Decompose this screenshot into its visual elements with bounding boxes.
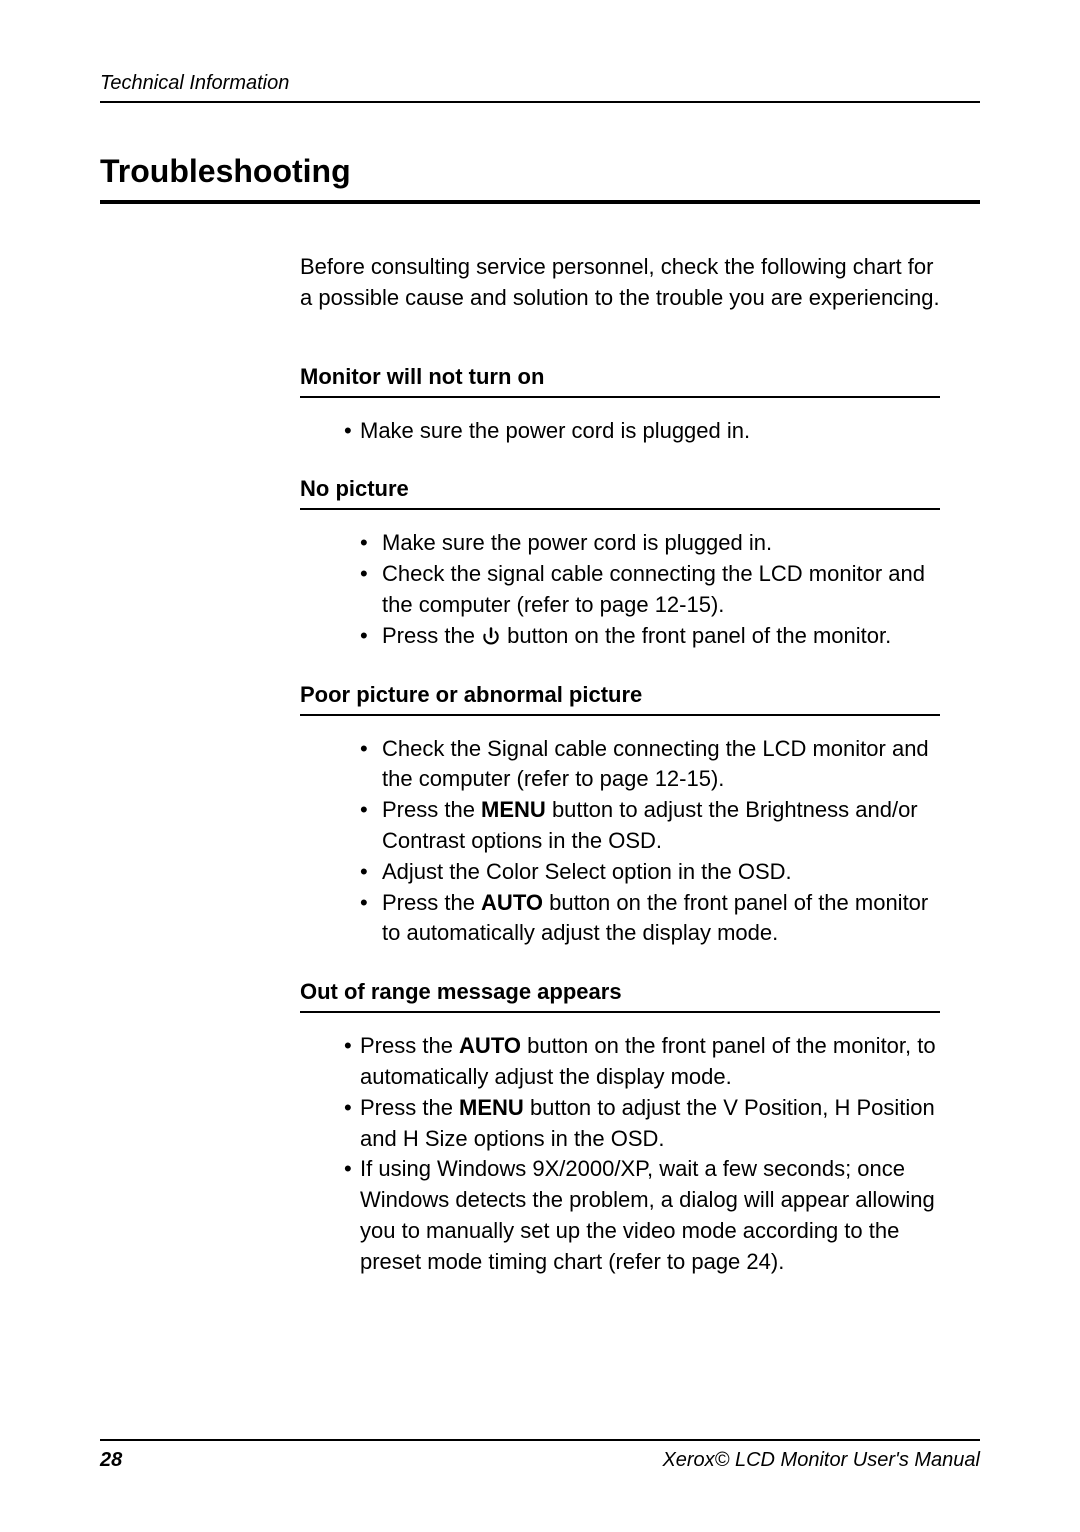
list-item: Adjust the Color Select option in the OS… (360, 857, 940, 888)
header-section-label: Technical Information (100, 72, 980, 103)
section-title-out-of-range: Out of range message appears (300, 979, 940, 1013)
list-item: Press the button on the front panel of t… (360, 621, 940, 652)
text-fragment: Press the (382, 797, 481, 822)
list-item: Press the AUTO button on the front panel… (360, 888, 940, 950)
list-item: Press the MENU button to adjust the V Po… (344, 1093, 940, 1155)
list-item: Check the Signal cable connecting the LC… (360, 734, 940, 796)
bullet-list-monitor-off: Make sure the power cord is plugged in. (344, 416, 940, 447)
bold-menu: MENU (459, 1095, 524, 1120)
list-item: Check the signal cable connecting the LC… (360, 559, 940, 621)
section-title-no-picture: No picture (300, 476, 940, 510)
page-title: Troubleshooting (100, 153, 980, 190)
section-title-poor-picture: Poor picture or abnormal picture (300, 682, 940, 716)
text-fragment: button on the front panel of the monitor… (501, 623, 891, 648)
text-fragment: Press the (382, 890, 481, 915)
page-footer: 28 Xerox© LCD Monitor User's Manual (100, 1439, 980, 1472)
text-fragment: Press the (360, 1033, 459, 1058)
list-item: Press the AUTO button on the front panel… (344, 1031, 940, 1093)
section-title-monitor-off: Monitor will not turn on (300, 364, 940, 398)
list-item: If using Windows 9X/2000/XP, wait a few … (344, 1154, 940, 1277)
bold-auto: AUTO (481, 890, 543, 915)
bullet-list-no-picture: Make sure the power cord is plugged in. … (360, 528, 940, 651)
list-item: Press the MENU button to adjust the Brig… (360, 795, 940, 857)
intro-paragraph: Before consulting service personnel, che… (300, 252, 940, 314)
bullet-list-out-of-range: Press the AUTO button on the front panel… (344, 1031, 940, 1277)
heading-rule (100, 200, 980, 204)
bold-auto: AUTO (459, 1033, 521, 1058)
power-icon (481, 626, 501, 646)
text-fragment: Press the (360, 1095, 459, 1120)
page-number: 28 (100, 1449, 122, 1472)
text-fragment: Press the (382, 623, 481, 648)
footer-manual-title: Xerox© LCD Monitor User's Manual (662, 1449, 980, 1472)
bold-menu: MENU (481, 797, 546, 822)
bullet-list-poor-picture: Check the Signal cable connecting the LC… (360, 734, 940, 950)
list-item: Make sure the power cord is plugged in. (344, 416, 940, 447)
content-block: Before consulting service personnel, che… (300, 252, 940, 1278)
list-item: Make sure the power cord is plugged in. (360, 528, 940, 559)
